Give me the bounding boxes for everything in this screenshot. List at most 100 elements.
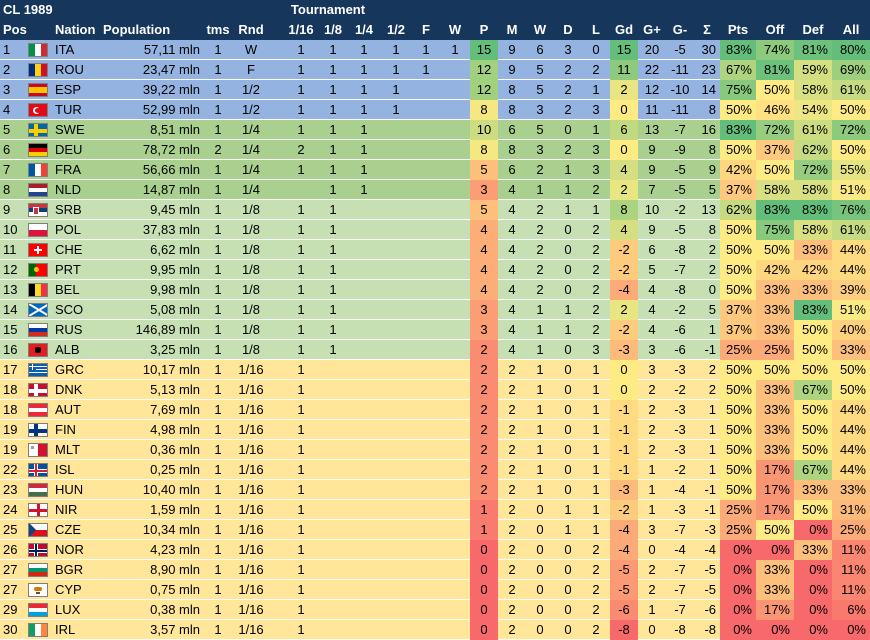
cell-losses: 1 [592, 382, 600, 397]
cell-goal-diff: 4 [620, 222, 628, 237]
cell-goals-for: 2 [648, 382, 656, 397]
cell-wins: 2 [536, 282, 544, 297]
cell-off-pct: 72% [763, 122, 790, 137]
heat-fill-def-pct [794, 280, 832, 300]
heat-fill-off-pct [756, 580, 794, 600]
cell-pos: 23 [3, 482, 18, 497]
heat-fill-pts-pct [720, 300, 756, 320]
cell-points: 3 [480, 322, 488, 337]
cell-pos: 30 [3, 622, 18, 637]
cell-def-pct: 81% [801, 42, 828, 57]
cell-goals-against: -7 [674, 602, 686, 617]
cell-sigma: 8 [708, 222, 716, 237]
heat-fill-off-pct [756, 200, 794, 220]
cell-population: 8,51 mln [150, 122, 200, 137]
cell-all-pct: 76% [839, 202, 866, 217]
cell-pos: 13 [3, 282, 18, 297]
cell-points: 15 [476, 42, 492, 57]
cell-t12 [380, 140, 412, 160]
cell-all-pct: 61% [839, 222, 866, 237]
heat-fill-pts-pct [720, 540, 756, 560]
cell-points: 4 [480, 282, 488, 297]
cell-sigma: -1 [704, 502, 716, 517]
table-row: 5 SWE 8,51 mln 1 1/4 1 1 1 10 6 5 0 1 6 13 -7 16 83% 72% 61… [0, 120, 870, 140]
cell-nation: NLD [55, 182, 82, 197]
cell-t14 [348, 560, 380, 580]
heat-fill-goal-diff [610, 120, 638, 140]
cell-pos: 6 [3, 142, 11, 157]
cell-sigma: 1 [708, 322, 716, 337]
cell-t14 [348, 240, 380, 260]
cell-t14 [348, 320, 380, 340]
cell-tw [440, 140, 470, 160]
cell-t18 [318, 440, 348, 460]
cell-t12 [380, 340, 412, 360]
heat-fill-off-pct [756, 280, 794, 300]
cell-def-pct: 62% [801, 142, 828, 157]
cell-round: 1/16 [238, 602, 264, 617]
table-row: 19 FIN 4,98 mln 1 1/16 1 2 2 1 0 1 -1 2 -3 1 50% 33% 50% 4… [0, 420, 870, 440]
cell-tms: 1 [214, 262, 222, 277]
cell-goals-against: -2 [674, 202, 686, 217]
cell-nation: MLT [55, 442, 81, 457]
cell-t18: 1 [329, 322, 337, 337]
cell-t14 [348, 280, 380, 300]
cell-tw [440, 320, 470, 340]
cell-sigma: 8 [708, 102, 716, 117]
cell-def-pct: 54% [801, 102, 828, 117]
cell-points: 1 [480, 502, 488, 517]
cell-goal-diff: -4 [618, 542, 630, 557]
cell-t14 [348, 260, 380, 280]
cell-t14 [348, 600, 380, 620]
cell-goals-for: 2 [648, 402, 656, 417]
heat-fill-def-pct [794, 220, 832, 240]
cell-goals-against: -5 [674, 222, 686, 237]
cell-round: 1/8 [241, 242, 261, 257]
header-def: Def [802, 22, 824, 37]
heat-fill-all-pct [832, 420, 870, 440]
cell-nation: CYP [55, 582, 82, 597]
cell-t12: 1 [392, 62, 400, 77]
cell-def-pct: 33% [801, 282, 828, 297]
cell-pos: 1 [3, 42, 11, 57]
cell-draws: 0 [564, 582, 572, 597]
cell-off-pct: 17% [763, 482, 790, 497]
cell-round: 1/16 [238, 502, 264, 517]
header-gminus: G- [672, 22, 688, 37]
cell-losses: 1 [592, 522, 600, 537]
cell-round: 1/16 [238, 382, 264, 397]
heat-fill-all-pct [832, 400, 870, 420]
cell-population: 10,34 mln [142, 522, 200, 537]
cze-flag-icon [28, 523, 48, 537]
heat-fill-goal-diff [610, 260, 638, 280]
cell-draws: 0 [564, 382, 572, 397]
cell-wins: 2 [536, 242, 544, 257]
cell-sigma: 2 [708, 362, 716, 377]
cell-points: 0 [480, 542, 488, 557]
cell-pos: 8 [3, 182, 11, 197]
cell-goal-diff: -4 [618, 522, 630, 537]
cell-nation: LUX [55, 602, 81, 617]
table-row: 12 PRT 9,95 mln 1 1/8 1 1 4 4 2 0 2 -2 5 -7 2 50% 42% 42% 4… [0, 260, 870, 280]
cell-tw [440, 340, 470, 360]
cell-goals-for: 13 [644, 122, 660, 137]
header-t18: 1/8 [323, 22, 343, 37]
heat-fill-def-pct [794, 160, 832, 180]
cell-round: 1/16 [238, 422, 264, 437]
column-header-row: Pos Nation Population tms Rnd 1/16 1/8 1/4 1/2 F W… [0, 20, 870, 40]
cell-tf [412, 80, 440, 100]
cell-goals-against: -3 [674, 422, 686, 437]
cell-pos: 19 [3, 442, 18, 457]
heat-fill-all-pct [832, 80, 870, 100]
cell-t14 [348, 380, 380, 400]
cell-goal-diff: -5 [618, 562, 630, 577]
heat-fill-def-pct [794, 500, 832, 520]
cell-t116: 1 [297, 482, 305, 497]
cell-def-pct: 58% [801, 222, 828, 237]
cell-goals-for: 1 [648, 482, 656, 497]
cell-tms: 1 [214, 482, 222, 497]
cell-goals-for: 4 [648, 282, 656, 297]
heat-fill-all-pct [832, 460, 870, 480]
cell-draws: 2 [564, 142, 572, 157]
cell-population: 3,25 mln [150, 342, 200, 357]
